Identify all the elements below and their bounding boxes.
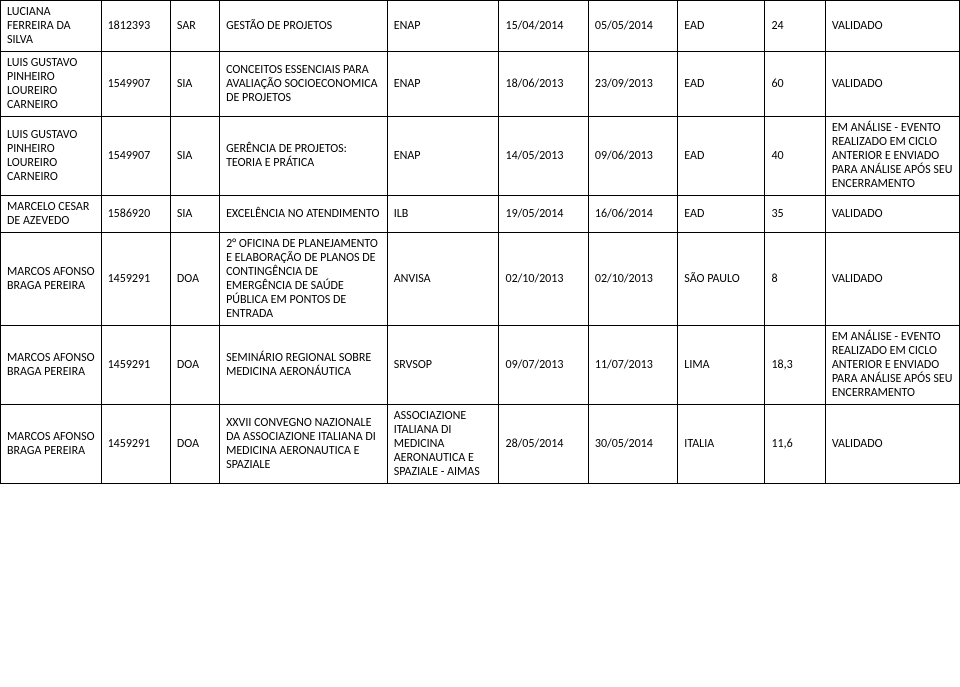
cell-name: MARCOS AFONSO BRAGA PEREIRA [1,326,102,405]
cell-dept: SIA [170,52,219,117]
cell-course: EXCELÊNCIA NO ATENDIMENTO [220,196,388,233]
cell-loc: ITALIA [678,405,765,484]
cell-status: VALIDADO [825,196,959,233]
cell-org: ENAP [387,52,499,117]
cell-course: GERÊNCIA DE PROJETOS: TEORIA E PRÁTICA [220,117,388,196]
cell-name: LUIS GUSTAVO PINHEIRO LOUREIRO CARNEIRO [1,52,102,117]
cell-date2: 23/09/2013 [588,52,677,117]
cell-id: 1812393 [101,1,170,52]
cell-course: XXVII CONVEGNO NAZIONALE DA ASSOCIAZIONE… [220,405,388,484]
cell-id: 1459291 [101,326,170,405]
cell-status: VALIDADO [825,233,959,326]
table-row: MARCOS AFONSO BRAGA PEREIRA 1459291 DOA … [1,405,960,484]
cell-course: GESTÃO DE PROJETOS [220,1,388,52]
cell-date1: 02/10/2013 [499,233,588,326]
cell-status: EM ANÁLISE - EVENTO REALIZADO EM CICLO A… [825,117,959,196]
cell-date1: 15/04/2014 [499,1,588,52]
cell-org: ENAP [387,117,499,196]
cell-loc: SÃO PAULO [678,233,765,326]
table-row: LUIS GUSTAVO PINHEIRO LOUREIRO CARNEIRO … [1,117,960,196]
cell-loc: EAD [678,196,765,233]
cell-hours: 40 [765,117,825,196]
cell-date2: 16/06/2014 [588,196,677,233]
cell-id: 1586920 [101,196,170,233]
cell-date2: 11/07/2013 [588,326,677,405]
cell-date1: 14/05/2013 [499,117,588,196]
cell-hours: 60 [765,52,825,117]
cell-id: 1459291 [101,233,170,326]
cell-date1: 18/06/2013 [499,52,588,117]
cell-name: MARCELO CESAR DE AZEVEDO [1,196,102,233]
cell-date2: 30/05/2014 [588,405,677,484]
cell-loc: EAD [678,117,765,196]
cell-name: LUIS GUSTAVO PINHEIRO LOUREIRO CARNEIRO [1,117,102,196]
cell-dept: DOA [170,405,219,484]
training-records-table: LUCIANA FERREIRA DA SILVA 1812393 SAR GE… [0,0,960,484]
cell-hours: 18,3 [765,326,825,405]
cell-loc: EAD [678,1,765,52]
cell-org: ANVISA [387,233,499,326]
cell-date1: 09/07/2013 [499,326,588,405]
cell-dept: DOA [170,326,219,405]
cell-status: VALIDADO [825,1,959,52]
cell-status: VALIDADO [825,405,959,484]
table-row: MARCELO CESAR DE AZEVEDO 1586920 SIA EXC… [1,196,960,233]
cell-course: 2° OFICINA DE PLANEJAMENTO E ELABORAÇÃO … [220,233,388,326]
cell-loc: LIMA [678,326,765,405]
cell-date2: 02/10/2013 [588,233,677,326]
cell-dept: SAR [170,1,219,52]
table-row: LUCIANA FERREIRA DA SILVA 1812393 SAR GE… [1,1,960,52]
cell-org: ASSOCIAZIONE ITALIANA DI MEDICINA AERONA… [387,405,499,484]
cell-date1: 28/05/2014 [499,405,588,484]
cell-course: CONCEITOS ESSENCIAIS PARA AVALIAÇÃO SOCI… [220,52,388,117]
cell-id: 1549907 [101,117,170,196]
table-body: LUCIANA FERREIRA DA SILVA 1812393 SAR GE… [1,1,960,484]
cell-status: EM ANÁLISE - EVENTO REALIZADO EM CICLO A… [825,326,959,405]
table-row: MARCOS AFONSO BRAGA PEREIRA 1459291 DOA … [1,326,960,405]
cell-loc: EAD [678,52,765,117]
cell-hours: 24 [765,1,825,52]
cell-name: LUCIANA FERREIRA DA SILVA [1,1,102,52]
cell-dept: DOA [170,233,219,326]
cell-id: 1549907 [101,52,170,117]
cell-dept: SIA [170,196,219,233]
table-row: LUIS GUSTAVO PINHEIRO LOUREIRO CARNEIRO … [1,52,960,117]
cell-name: MARCOS AFONSO BRAGA PEREIRA [1,405,102,484]
cell-status: VALIDADO [825,52,959,117]
cell-dept: SIA [170,117,219,196]
cell-hours: 35 [765,196,825,233]
cell-date2: 09/06/2013 [588,117,677,196]
cell-date1: 19/05/2014 [499,196,588,233]
cell-name: MARCOS AFONSO BRAGA PEREIRA [1,233,102,326]
cell-id: 1459291 [101,405,170,484]
cell-org: ILB [387,196,499,233]
cell-org: SRVSOP [387,326,499,405]
cell-hours: 11,6 [765,405,825,484]
table-row: MARCOS AFONSO BRAGA PEREIRA 1459291 DOA … [1,233,960,326]
cell-hours: 8 [765,233,825,326]
cell-date2: 05/05/2014 [588,1,677,52]
cell-course: SEMINÁRIO REGIONAL SOBRE MEDICINA AERONÁ… [220,326,388,405]
cell-org: ENAP [387,1,499,52]
